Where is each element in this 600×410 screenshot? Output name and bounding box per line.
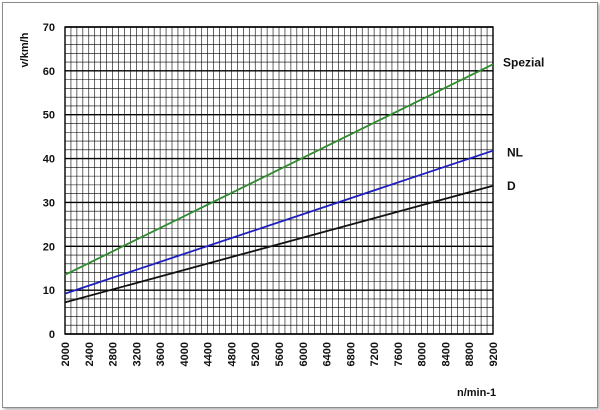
x-tick-label: 6400 xyxy=(322,342,334,366)
x-axis-label: n/min-1 xyxy=(457,387,496,399)
y-tick-label: 10 xyxy=(43,285,55,297)
series-lines xyxy=(64,63,494,304)
x-tick-label: 7200 xyxy=(369,342,381,366)
x-tick-label: 4000 xyxy=(179,342,191,366)
x-tick-label: 8400 xyxy=(440,342,452,366)
x-tick-label: 3600 xyxy=(155,342,167,366)
x-tick-label: 2400 xyxy=(84,342,96,366)
y-tick-label: 30 xyxy=(43,197,55,209)
x-tick-label: 5600 xyxy=(274,342,286,366)
series-labels: Spezial NL D xyxy=(503,55,544,192)
y-tick-labels: 0 10 20 30 40 50 60 70 xyxy=(43,22,55,341)
x-tick-label: 4400 xyxy=(203,342,215,366)
x-tick-label: 4800 xyxy=(226,342,238,366)
series-label-d: D xyxy=(507,179,516,193)
series-line-d xyxy=(64,184,494,304)
y-tick-label: 60 xyxy=(43,66,55,78)
x-tick-label: 8000 xyxy=(417,342,429,366)
y-tick-label: 0 xyxy=(49,329,55,341)
x-tick-label: 6800 xyxy=(345,342,357,366)
y-tick-label: 70 xyxy=(43,22,55,34)
y-tick-label: 20 xyxy=(43,241,55,253)
major-gridlines xyxy=(64,26,494,335)
x-tick-label: 3200 xyxy=(131,342,143,366)
plot-border xyxy=(64,26,494,335)
x-tick-label: 2000 xyxy=(60,342,72,366)
series-line-spezial xyxy=(64,63,494,276)
x-tick-label: 2800 xyxy=(108,342,120,366)
series-line-nl xyxy=(64,149,494,295)
x-tick-label: 7600 xyxy=(393,342,405,366)
y-tick-label: 40 xyxy=(43,154,55,166)
y-tick-label: 50 xyxy=(43,110,55,122)
x-tick-label: 9200 xyxy=(488,342,500,366)
series-label-nl: NL xyxy=(507,146,523,160)
minor-gridlines xyxy=(64,26,494,335)
x-tick-label: 8800 xyxy=(464,342,476,366)
x-tick-labels: 2000 2400 2800 3200 3600 4000 4400 4800 5200 5600… xyxy=(60,342,500,366)
x-tick-label: 5200 xyxy=(250,342,262,366)
x-tick-label: 6000 xyxy=(298,342,310,366)
series-label-spezial: Spezial xyxy=(503,55,544,69)
y-axis-label: v/km/h xyxy=(19,32,31,67)
